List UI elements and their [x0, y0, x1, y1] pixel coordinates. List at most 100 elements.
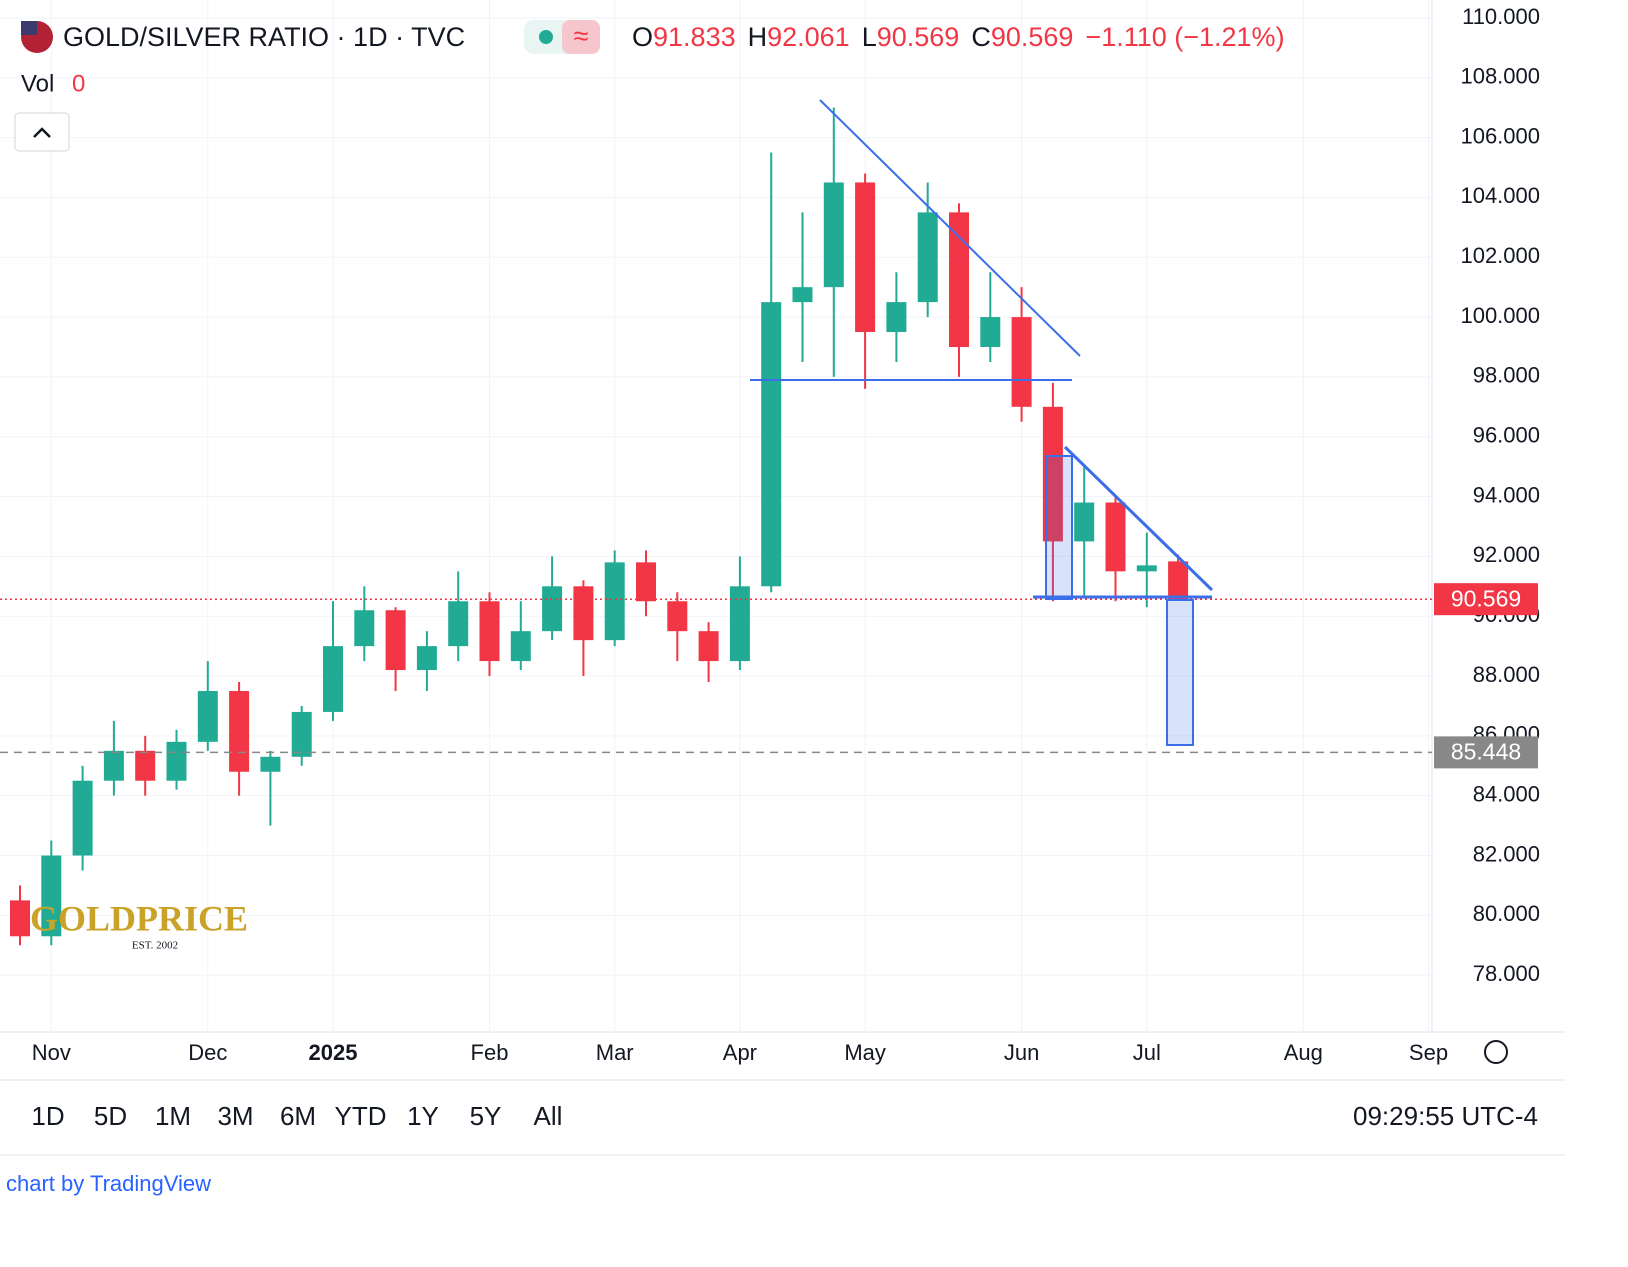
trend-line — [1063, 445, 1214, 592]
candle-body — [229, 690, 250, 772]
candle-body — [291, 711, 312, 757]
x-tick-label: Nov — [32, 1040, 71, 1065]
candle-body — [917, 212, 938, 303]
candles: 90.569 85.448 — [0, 107, 1538, 946]
vol-value: 0 — [72, 70, 85, 97]
x-tick-label: Dec — [188, 1040, 227, 1065]
chevron-icon — [33, 127, 51, 138]
candle-body — [1011, 317, 1032, 407]
candle-body — [792, 287, 813, 303]
ohlc-value: 92.061 — [767, 22, 850, 52]
range-box — [1045, 455, 1073, 600]
change: −1.110 (−1.21%) — [1085, 22, 1284, 52]
annotations — [750, 99, 1214, 746]
candle-body — [354, 610, 375, 647]
settings-icon[interactable] — [1484, 1040, 1508, 1064]
y-tick-label: 78.000 — [1473, 961, 1540, 986]
x-tick-label: Sep — [1409, 1040, 1448, 1065]
ohlc: O91.833 H92.061 L90.569 C90.569 −1.110 (−1.2… — [632, 22, 1285, 52]
symbol-title: GOLD/SILVER RATIO · 1D · TVC — [63, 22, 465, 52]
target-box — [1166, 599, 1194, 746]
candle-body — [542, 586, 563, 632]
price-tag — [1434, 736, 1538, 769]
status-icon: ≈ — [574, 21, 589, 51]
candle-body — [416, 646, 437, 671]
candle-body — [573, 586, 594, 641]
status-dot — [539, 30, 553, 44]
range-button[interactable]: 1Y — [407, 1101, 439, 1131]
credit[interactable]: chart by TradingView — [6, 1171, 211, 1196]
range-button[interactable]: 1D — [31, 1101, 64, 1131]
candle-body — [448, 601, 469, 647]
y-tick-label: 80.000 — [1473, 901, 1540, 926]
candle-body — [10, 900, 30, 937]
y-tick-label: 104.000 — [1460, 183, 1540, 208]
y-tick-label: 88.000 — [1473, 662, 1540, 687]
candle-body — [823, 182, 844, 288]
candle-body — [886, 302, 907, 333]
logo: GOLDPRICE — [30, 898, 248, 938]
candle-body — [667, 601, 688, 632]
candle-body — [72, 780, 93, 856]
logo-sub: EST. 2002 — [132, 940, 178, 952]
y-tick-label: 84.000 — [1473, 781, 1540, 806]
range-button[interactable]: 5Y — [470, 1101, 502, 1131]
y-tick-label: 94.000 — [1473, 482, 1540, 507]
candle-body — [636, 562, 656, 602]
ohlc-value: 90.569 — [877, 22, 960, 52]
y-tick-label: 106.000 — [1460, 123, 1540, 148]
ohlc-label: L — [862, 22, 877, 52]
range-button[interactable]: YTD — [335, 1101, 387, 1131]
candle-body — [761, 302, 782, 587]
clock: 09:29:55 UTC-4 — [1353, 1101, 1538, 1131]
candle-body — [510, 631, 531, 662]
x-tick-label: Jun — [1004, 1040, 1039, 1065]
footer: 1D 5D 1M 3M 6M YTD 1Y 5Y All — [31, 1101, 562, 1131]
range-button[interactable]: 5D — [94, 1101, 127, 1131]
ohlc-label: O — [632, 22, 653, 52]
y-tick-label: 102.000 — [1460, 243, 1540, 268]
collapse-button[interactable] — [14, 112, 70, 152]
ohlc-label: C — [971, 22, 991, 52]
y-tick-label: 96.000 — [1473, 423, 1540, 448]
candle-body — [41, 855, 62, 937]
flag-icon — [21, 21, 37, 35]
y-tick-label: 110.000 — [1462, 4, 1540, 29]
candle-body — [855, 182, 876, 333]
candle-body — [166, 741, 187, 781]
candle-body — [385, 610, 406, 671]
trend-line — [819, 99, 1081, 357]
x-tick-label: Apr — [723, 1040, 757, 1065]
range-button[interactable]: All — [534, 1101, 563, 1131]
ohlc-value: 91.833 — [653, 22, 736, 52]
candle-body — [1105, 502, 1126, 572]
range-button[interactable]: 1M — [155, 1101, 191, 1131]
candle-body — [135, 750, 156, 781]
vol-label: Vol — [21, 70, 54, 97]
y-tick-label: 92.000 — [1473, 542, 1540, 567]
x-tick-label: Mar — [596, 1040, 634, 1065]
y-tick-label: 108.000 — [1460, 64, 1540, 89]
y-tick-label: 100.000 — [1460, 303, 1540, 328]
candle-body — [260, 756, 281, 772]
x-tick-label: Feb — [471, 1040, 509, 1065]
candle-body — [1136, 565, 1157, 572]
candle-body — [197, 690, 218, 742]
status-badge — [562, 20, 600, 54]
candle-body — [1168, 561, 1189, 600]
candle-body — [604, 562, 625, 641]
x-tick-label: 2025 — [309, 1040, 358, 1065]
range-button[interactable]: 6M — [280, 1101, 316, 1131]
price-tag — [1434, 583, 1538, 616]
candle-body — [479, 601, 500, 662]
x-tick-label: May — [844, 1040, 886, 1065]
y-tick-label: 82.000 — [1473, 841, 1540, 866]
x-tick-label: Jul — [1133, 1040, 1161, 1065]
candle-body — [1042, 406, 1063, 542]
price-tag-label: 90.569 — [1451, 585, 1521, 611]
y-tick-label: 98.000 — [1473, 363, 1540, 388]
range-button[interactable]: 3M — [217, 1101, 253, 1131]
